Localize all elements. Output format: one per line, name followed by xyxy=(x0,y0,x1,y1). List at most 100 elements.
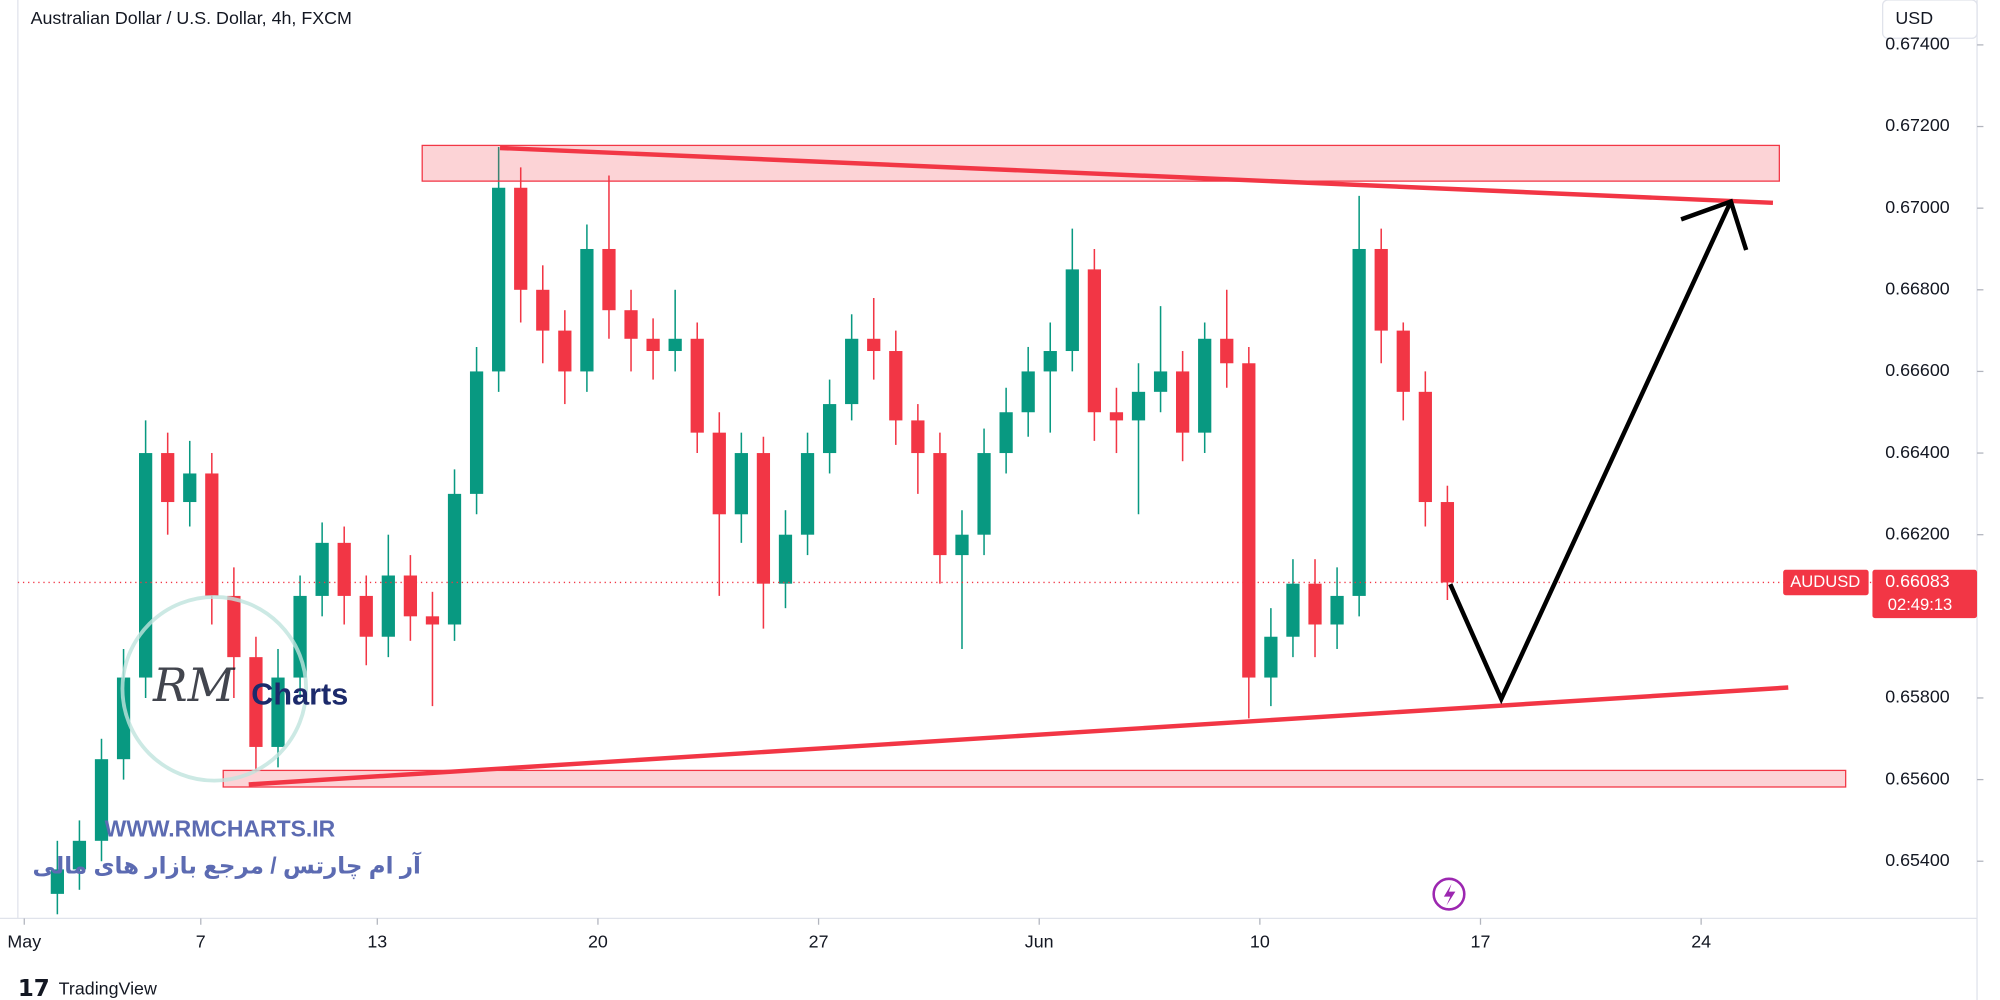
candle-body xyxy=(800,453,815,535)
candle-body xyxy=(1065,269,1079,352)
resistance-trendline xyxy=(499,145,1774,206)
y-tick-label: 0.65600 xyxy=(1885,768,1950,788)
candle-body xyxy=(933,453,947,556)
x-tick-label: May xyxy=(7,931,41,951)
candle-body xyxy=(1220,338,1234,364)
y-tick-label: 0.66600 xyxy=(1885,360,1950,380)
candle-body xyxy=(668,338,682,352)
candle-body xyxy=(602,248,616,311)
candle-body xyxy=(955,534,969,556)
candle-body xyxy=(646,338,660,352)
candle-body xyxy=(1109,412,1124,421)
candle-body xyxy=(1264,636,1278,678)
candle-body xyxy=(1440,502,1455,583)
candle-body xyxy=(889,351,903,421)
candle-body xyxy=(161,453,175,503)
plot-area xyxy=(17,146,1978,915)
candle-body xyxy=(50,869,64,894)
x-tick-label: 24 xyxy=(1691,931,1711,951)
countdown: 02:49:13 xyxy=(1888,595,1953,614)
candle-body xyxy=(337,542,351,596)
candle-body xyxy=(778,534,793,584)
candle-body xyxy=(492,187,506,372)
candle-body xyxy=(205,473,219,596)
candle-body xyxy=(558,330,572,372)
candle-body xyxy=(1153,371,1168,392)
candle-body xyxy=(183,473,197,503)
footer-brand: TradingView xyxy=(59,979,157,999)
candle-body xyxy=(425,616,440,625)
candle-body xyxy=(1021,371,1035,413)
candle-body xyxy=(977,453,991,535)
candle-body xyxy=(1330,595,1344,625)
symbol-label: AUDUSD xyxy=(1790,572,1860,591)
x-tick-label: 10 xyxy=(1250,931,1270,951)
x-tick-label: 20 xyxy=(588,931,608,951)
candle-body xyxy=(712,432,726,515)
y-tick-label: 0.67200 xyxy=(1885,115,1950,135)
y-tick-label: 0.67000 xyxy=(1885,197,1950,217)
candle-body xyxy=(1396,330,1410,392)
candle-body xyxy=(249,657,263,747)
symbol-tag xyxy=(1783,569,1869,596)
candle-body xyxy=(227,595,241,658)
candle-body xyxy=(1308,583,1322,625)
candle-body xyxy=(94,759,109,841)
candle-body xyxy=(72,840,87,870)
candle-body xyxy=(1087,269,1101,413)
projection-arrow xyxy=(1448,203,1732,705)
candle-body xyxy=(1242,363,1256,678)
candle-body xyxy=(911,420,925,454)
candle-body xyxy=(293,595,307,678)
candle-body xyxy=(1176,371,1190,433)
y-tick-label: 0.65400 xyxy=(1885,850,1950,870)
x-tick-label: Jun xyxy=(1025,931,1054,951)
x-tick-label: 27 xyxy=(809,931,829,951)
candle-body xyxy=(271,677,285,747)
candle-body xyxy=(1131,391,1146,421)
candle-body xyxy=(845,338,859,405)
event-icon[interactable] xyxy=(1432,877,1466,911)
candle-body xyxy=(822,404,837,454)
candle-body xyxy=(359,595,373,637)
arrow-head xyxy=(1680,198,1749,251)
logo-ring xyxy=(120,595,309,783)
candle-body xyxy=(381,575,395,637)
currency: USD xyxy=(1895,8,1933,28)
candle-body xyxy=(624,310,638,339)
x-tick-label: 13 xyxy=(367,931,387,951)
website: WWW.RMCHARTS.IR xyxy=(105,815,336,841)
y-tick-label: 0.65800 xyxy=(1885,687,1950,707)
x-tick-label: 7 xyxy=(196,931,206,951)
candle-body xyxy=(139,453,153,678)
candle-body xyxy=(1286,583,1300,637)
candle-body xyxy=(1043,351,1057,372)
logo-mark: RM xyxy=(152,658,236,712)
candle-body xyxy=(1352,248,1366,596)
candle-body xyxy=(1418,391,1432,503)
candle-body xyxy=(867,338,881,352)
candle-body xyxy=(580,248,594,372)
candle-body xyxy=(514,187,528,290)
chart-title: Australian Dollar / U.S. Dollar, 4h, FXC… xyxy=(31,8,352,28)
candle-body xyxy=(734,453,748,515)
tv-logo: 𝟭𝟳 xyxy=(18,975,50,1000)
x-tick-label: 17 xyxy=(1471,931,1491,951)
logo-text: Charts xyxy=(251,678,348,712)
candle-body xyxy=(403,575,418,617)
event-icon-bolt xyxy=(1443,883,1456,906)
candle-body xyxy=(469,371,484,494)
candle-body xyxy=(536,289,550,331)
candle-body xyxy=(1374,248,1388,331)
candle-body xyxy=(315,542,329,596)
last-price-label: 0.66083 xyxy=(1885,571,1950,591)
y-tick-label: 0.66400 xyxy=(1885,442,1950,462)
y-tick-label: 0.66800 xyxy=(1885,279,1950,299)
support-trendline xyxy=(248,685,1789,787)
candle-body xyxy=(1198,338,1212,433)
tagline: آر ام چارتس / مرجع بازار های مالی xyxy=(32,850,422,879)
candle-body xyxy=(756,453,771,584)
currency-box xyxy=(1882,0,1978,39)
